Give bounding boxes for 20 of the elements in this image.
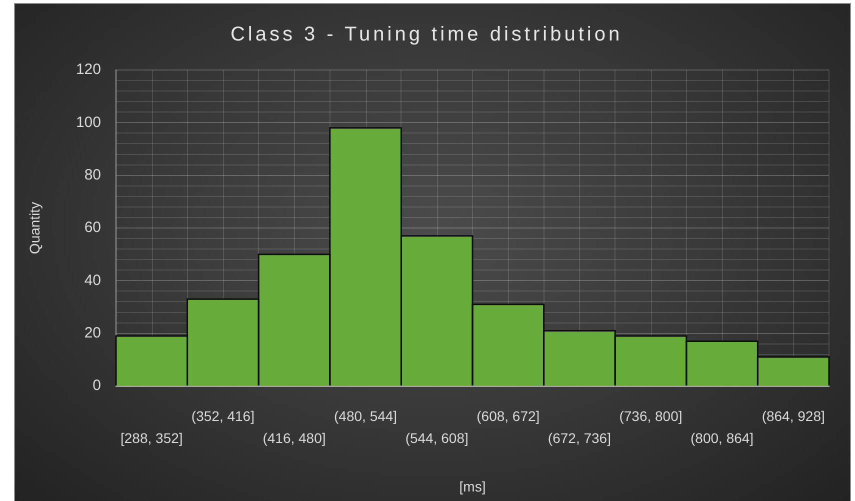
y-tick-label: 60 [84, 219, 101, 236]
x-tick-label: (864, 928] [762, 408, 825, 424]
x-tick-label: (800, 864] [690, 430, 754, 446]
chart-title: Class 3 - Tuning time distribution [230, 24, 623, 46]
x-tick-label: (608, 672] [476, 408, 540, 424]
x-tick-label: (736, 800] [619, 408, 682, 424]
y-tick-label: 80 [84, 166, 101, 184]
x-tick-label: (544, 608] [405, 430, 468, 446]
x-tick-label: [288, 352] [120, 430, 183, 446]
y-axis-title: Quantity [26, 202, 42, 254]
y-tick-label: 0 [92, 377, 101, 394]
y-tick-label: 100 [76, 114, 101, 131]
y-tick-label: 20 [84, 324, 101, 342]
x-axis-title: [ms] [459, 478, 486, 494]
y-tick-label: 40 [84, 272, 101, 289]
x-tick-label: (480, 544] [334, 408, 398, 424]
y-tick-label: 120 [76, 61, 101, 78]
x-tick-label: (672, 736] [548, 430, 611, 446]
x-tick-label: (416, 480] [262, 430, 326, 446]
x-tick-label: (352, 416] [191, 408, 254, 424]
